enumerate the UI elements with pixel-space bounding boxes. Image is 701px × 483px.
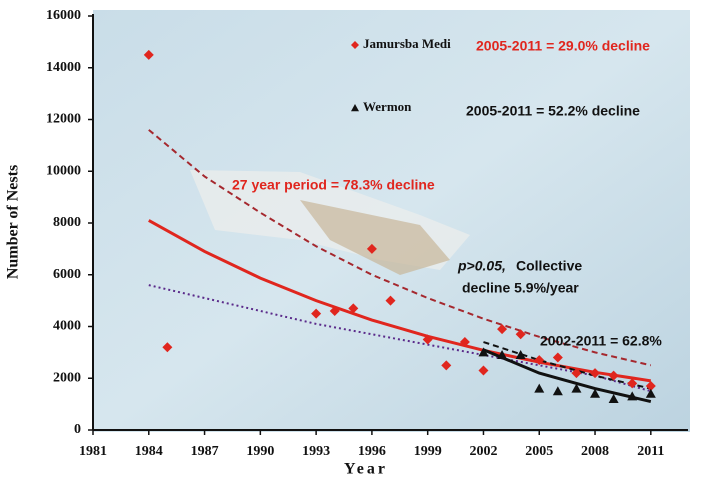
- data-point: [497, 324, 508, 335]
- data-point: [348, 303, 359, 314]
- data-point: [608, 370, 619, 381]
- data-point: [534, 383, 545, 393]
- data-point: [571, 383, 582, 393]
- x-tick-label: 1999: [414, 444, 442, 459]
- x-tick-label: 1993: [302, 444, 330, 459]
- data-point: [627, 391, 638, 401]
- annotation: p>0.05,: [457, 258, 506, 274]
- legend-label: Jamursba Medi: [363, 36, 451, 51]
- x-tick-label: 1996: [358, 444, 386, 459]
- data-point: [552, 352, 563, 363]
- data-point: [534, 355, 545, 366]
- data-point: [478, 347, 489, 357]
- annotation: 2002-2011 = 62.8%: [540, 333, 662, 349]
- x-tick-label: 2002: [469, 444, 497, 459]
- trend-line: [148, 129, 652, 367]
- data-point: [515, 329, 526, 340]
- data-point: [627, 378, 638, 389]
- annotation: 2005-2011 = 29.0% decline: [476, 38, 650, 54]
- data-point: [162, 342, 173, 353]
- x-tick-label: 1987: [191, 444, 219, 459]
- annotation: 27 year period = 78.3% decline: [232, 177, 435, 193]
- trend-line: [483, 341, 652, 390]
- y-tick-label: 0: [74, 422, 81, 437]
- x-tick-label: 2008: [581, 444, 609, 459]
- y-tick-label: 14000: [46, 60, 81, 75]
- data-point: [143, 49, 154, 60]
- data-point: [552, 386, 563, 396]
- data-point: [385, 295, 396, 306]
- legend-marker: [351, 104, 359, 112]
- legend-marker: [351, 41, 359, 49]
- data-point: [497, 349, 508, 359]
- legend-label: Wermon: [363, 99, 412, 114]
- x-tick-label: 1984: [135, 444, 163, 459]
- annotation: 2005-2011 = 52.2% decline: [466, 103, 640, 119]
- data-point: [590, 388, 601, 398]
- data-point: [571, 368, 582, 379]
- y-tick-label: 10000: [46, 163, 81, 178]
- trend-line: [482, 348, 652, 403]
- data-point: [478, 365, 489, 376]
- annotation: Collective: [516, 258, 582, 274]
- data-point: [459, 337, 470, 348]
- x-tick-label: 1981: [79, 444, 107, 459]
- y-axis-title: Number of Nests: [5, 165, 22, 279]
- annotation: decline 5.9%/year: [462, 280, 579, 296]
- photo-backdrop: [300, 200, 450, 275]
- data-point: [590, 368, 601, 379]
- trend-line: [148, 284, 652, 393]
- data-point: [422, 334, 433, 345]
- y-tick-label: 16000: [46, 8, 81, 23]
- y-tick-label: 8000: [53, 215, 81, 230]
- y-tick-label: 4000: [53, 319, 81, 334]
- data-point: [645, 388, 656, 398]
- data-point: [311, 308, 322, 319]
- y-tick-label: 6000: [53, 267, 81, 282]
- x-axis-title: Year: [344, 461, 388, 478]
- x-tick-label: 1990: [246, 444, 274, 459]
- y-tick-label: 12000: [46, 112, 81, 127]
- data-point: [329, 305, 340, 316]
- data-point: [608, 393, 619, 403]
- data-point: [441, 360, 452, 371]
- trend-line: [148, 219, 652, 383]
- data-point: [515, 349, 526, 359]
- x-tick-label: 2011: [637, 444, 664, 459]
- data-point: [645, 381, 656, 392]
- y-tick-label: 2000: [53, 370, 81, 385]
- x-tick-label: 2005: [525, 444, 553, 459]
- data-point: [366, 243, 377, 254]
